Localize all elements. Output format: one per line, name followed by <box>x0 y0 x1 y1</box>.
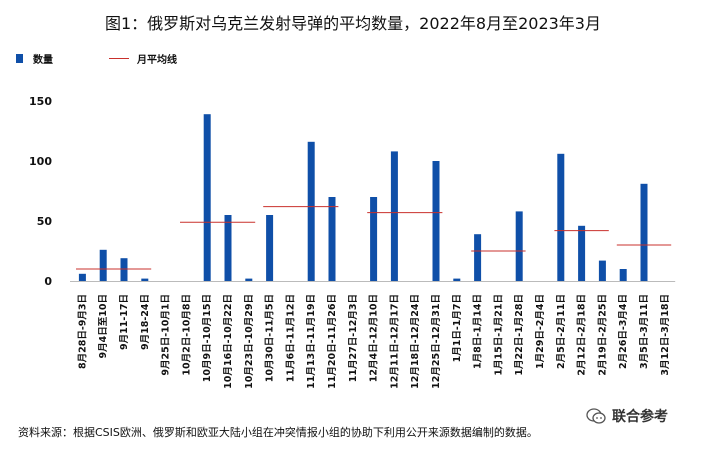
watermark-text: 联合参考 <box>612 409 668 425</box>
bar <box>598 260 606 281</box>
x-tick-label: 12月4日-12月10日 <box>369 294 380 382</box>
x-tick-label: 11月20日-11月26日 <box>327 294 338 389</box>
bar <box>120 258 128 281</box>
legend-bar-label: 数量 <box>33 54 53 66</box>
bar <box>474 234 482 281</box>
x-tick-label: 12月18日-12月24日 <box>410 294 421 389</box>
bar <box>557 153 565 281</box>
y-tick-label: 100 <box>29 155 52 168</box>
wechat-icon <box>586 408 606 424</box>
bar <box>78 273 86 281</box>
bar <box>328 197 336 281</box>
bar <box>203 114 211 281</box>
legend-bar-swatch <box>16 53 23 63</box>
y-tick-label: 50 <box>37 215 53 228</box>
bar <box>99 249 107 281</box>
bar <box>224 215 232 281</box>
legend: 数量 月平均线 <box>16 50 177 66</box>
x-tick-label: 9月18-24日 <box>140 294 151 350</box>
source-note: 资料来源：根据CSIS欧洲、俄罗斯和欧亚大陆小组在冲突情报小组的协助下利用公开来… <box>18 426 538 439</box>
x-tick-label: 1月15日-1月21日 <box>493 294 504 376</box>
bar <box>640 183 648 281</box>
bar <box>453 278 461 281</box>
watermark: 联合参考 <box>586 406 668 426</box>
x-tick-label: 12月11日-12月17日 <box>389 294 400 389</box>
x-tick-label: 10月16日-10月22日 <box>223 294 234 389</box>
bar-chart: 0 50 100 150 8月28日-9月3日 9月4日至10日 9月11-17日 9月18-… <box>29 95 676 389</box>
bar <box>578 225 586 281</box>
bar <box>245 278 253 281</box>
x-tick-label: 11月13日-11月19日 <box>306 294 317 389</box>
bar <box>515 211 523 281</box>
x-tick-label: 9月4日至10日 <box>98 294 109 358</box>
x-tick-label: 3月5日-3月11日 <box>639 294 650 369</box>
x-tick-label: 2月12日-2月18日 <box>577 294 588 376</box>
legend-line-label: 月平均线 <box>137 54 177 66</box>
y-tick-label: 0 <box>44 275 52 288</box>
chart-title: 图1：俄罗斯对乌克兰发射导弹的平均数量，2022年8月至2023年3月 <box>105 14 601 33</box>
x-tick-label: 10月30日-11月5日 <box>265 294 276 382</box>
x-tick-label: 12月25日-12月31日 <box>431 294 442 389</box>
x-tick-label: 10月9日-10月15日 <box>202 294 213 382</box>
x-tick-label: 1月22日-1月28日 <box>514 294 525 376</box>
x-tick-label: 9月25日-10月1日 <box>161 294 172 376</box>
x-tick-label: 2月19日-2月25日 <box>597 294 608 376</box>
x-tick-label: 2月26日-3月4日 <box>618 294 629 369</box>
x-tick-label: 1月29日-2月4日 <box>535 294 546 369</box>
x-tick-label: 10月23日-10月29日 <box>244 294 255 389</box>
x-tick-label: 9月11-17日 <box>119 294 130 350</box>
x-tick-label: 11月27日-12月3日 <box>348 294 359 382</box>
bar <box>370 197 378 281</box>
legend-line-swatch <box>109 57 129 59</box>
bar <box>390 151 398 281</box>
x-tick-label: 3月12日-3月18日 <box>660 294 671 376</box>
bar <box>307 141 315 281</box>
bar <box>432 161 440 281</box>
bar <box>619 269 627 281</box>
x-tick-label: 8月28日-9月3日 <box>77 294 88 369</box>
x-tick-label: 2月5日-2月11日 <box>556 294 567 369</box>
x-tick-label: 1月1日-1月7日 <box>452 294 463 362</box>
x-tick-label: 1月8日-1月14日 <box>473 294 484 369</box>
y-tick-label: 150 <box>29 95 52 108</box>
x-tick-label: 11月6日-11月12日 <box>285 294 296 382</box>
x-tick-label: 10月2日-10月8日 <box>181 294 192 376</box>
bar <box>141 278 149 281</box>
bar <box>266 215 274 281</box>
